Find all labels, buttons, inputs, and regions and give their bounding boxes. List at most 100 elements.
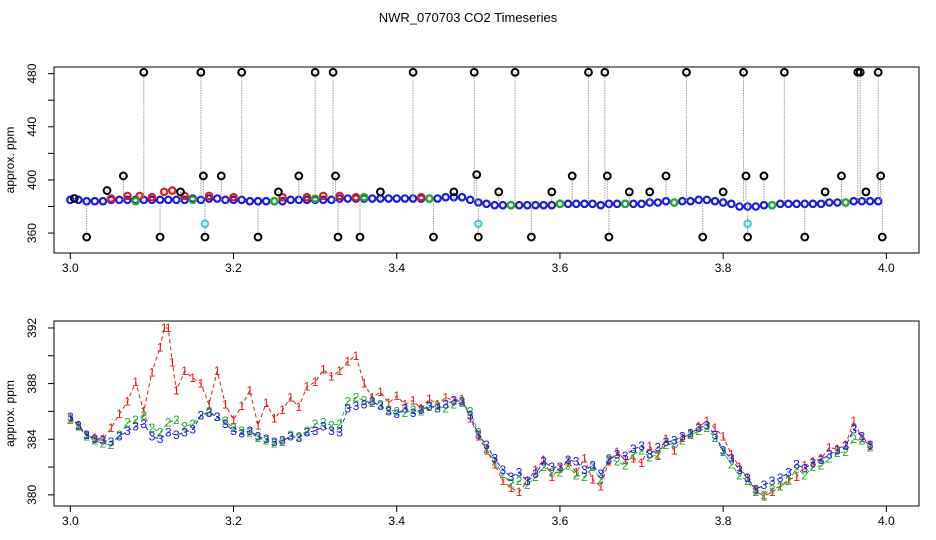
data-point <box>172 195 181 205</box>
data-point <box>702 195 712 205</box>
data-point <box>335 191 344 201</box>
data-point: 2 <box>238 424 245 438</box>
data-point: 1 <box>581 452 588 466</box>
data-point: 1 <box>769 485 776 499</box>
data-point: 2 <box>312 417 319 431</box>
data-point <box>392 194 402 203</box>
data-point: 2 <box>132 413 139 427</box>
x-tick-label: 3.4 <box>388 514 405 528</box>
data-point: 2 <box>263 434 270 448</box>
data-point: 3 <box>83 428 90 442</box>
data-point: 2 <box>850 432 857 446</box>
series-line <box>69 327 871 497</box>
data-point: 2 <box>377 397 384 411</box>
data-point: 2 <box>524 478 531 492</box>
data-point: 2 <box>671 436 678 450</box>
data-point: 2 <box>695 424 702 438</box>
data-point <box>327 195 336 205</box>
data-point <box>555 199 565 209</box>
data-point: 2 <box>548 466 555 480</box>
data-point: 2 <box>295 429 302 443</box>
data-point: 3 <box>247 424 254 438</box>
data-point: 3 <box>418 403 425 417</box>
data-point: 3 <box>255 429 262 443</box>
data-point <box>216 171 226 181</box>
data-point: 1 <box>287 391 294 405</box>
data-point: 1 <box>597 480 604 494</box>
data-point: 1 <box>67 411 74 425</box>
data-point <box>784 199 793 209</box>
data-point <box>637 199 646 209</box>
data-point: 1 <box>728 448 735 462</box>
data-point: 1 <box>189 371 196 385</box>
data-point <box>547 187 557 197</box>
data-point: 3 <box>149 429 156 443</box>
data-point: 2 <box>646 450 653 464</box>
data-point <box>816 199 826 209</box>
data-point: 2 <box>393 404 400 418</box>
data-point: 2 <box>100 436 107 450</box>
data-point <box>155 232 165 242</box>
x-tick-label: 3.6 <box>552 514 569 528</box>
data-point: 2 <box>777 480 784 494</box>
data-point <box>408 67 418 77</box>
data-point <box>490 200 499 210</box>
data-point <box>669 198 679 207</box>
data-point: 2 <box>271 436 278 450</box>
data-point: 1 <box>116 407 123 421</box>
data-point: 1 <box>161 321 168 335</box>
data-point: 3 <box>434 402 441 416</box>
data-point: 2 <box>206 404 213 418</box>
data-point: 3 <box>867 438 874 452</box>
data-point: 1 <box>255 418 262 432</box>
data-point: 1 <box>206 397 213 411</box>
data-point: 3 <box>393 407 400 421</box>
data-point <box>328 67 338 77</box>
data-point: 2 <box>344 395 351 409</box>
data-point: 3 <box>573 454 580 468</box>
data-point: 1 <box>353 349 360 363</box>
data-point: 1 <box>132 375 139 389</box>
data-point: 3 <box>801 461 808 475</box>
data-point <box>212 194 222 203</box>
data-point: 1 <box>695 420 702 434</box>
data-point: 1 <box>499 474 506 488</box>
data-point: 3 <box>271 435 278 449</box>
data-point <box>600 67 610 77</box>
data-point: 3 <box>516 466 523 480</box>
data-point: 2 <box>655 448 662 462</box>
x-tick-label: 3.6 <box>552 261 569 275</box>
data-point: 1 <box>818 452 825 466</box>
data-point <box>449 187 459 197</box>
data-point: 1 <box>524 474 531 488</box>
data-point <box>168 186 177 195</box>
data-point: 3 <box>369 395 376 409</box>
data-point: 3 <box>410 406 417 420</box>
data-point: 1 <box>410 393 417 407</box>
data-point: 3 <box>818 453 825 467</box>
data-point: 3 <box>548 460 555 474</box>
data-point <box>331 171 340 181</box>
data-point <box>351 192 361 202</box>
data-point <box>808 199 818 209</box>
data-point <box>604 232 614 242</box>
data-point <box>510 67 520 77</box>
data-point: 2 <box>769 482 776 496</box>
data-point <box>682 67 691 77</box>
data-point: 1 <box>263 396 270 410</box>
data-point: 3 <box>630 442 637 456</box>
data-point: 2 <box>589 460 596 474</box>
data-point: 1 <box>614 445 621 459</box>
data-point: 3 <box>834 443 841 457</box>
data-point: 2 <box>720 445 727 459</box>
data-point <box>833 198 842 207</box>
data-point <box>384 194 393 203</box>
data-point: 2 <box>247 425 254 439</box>
data-point: 1 <box>312 375 319 389</box>
data-point: 1 <box>671 443 678 457</box>
data-point: 3 <box>810 456 817 470</box>
data-point: 3 <box>189 422 196 436</box>
data-point: 1 <box>589 473 596 487</box>
data-point: 2 <box>230 421 237 435</box>
